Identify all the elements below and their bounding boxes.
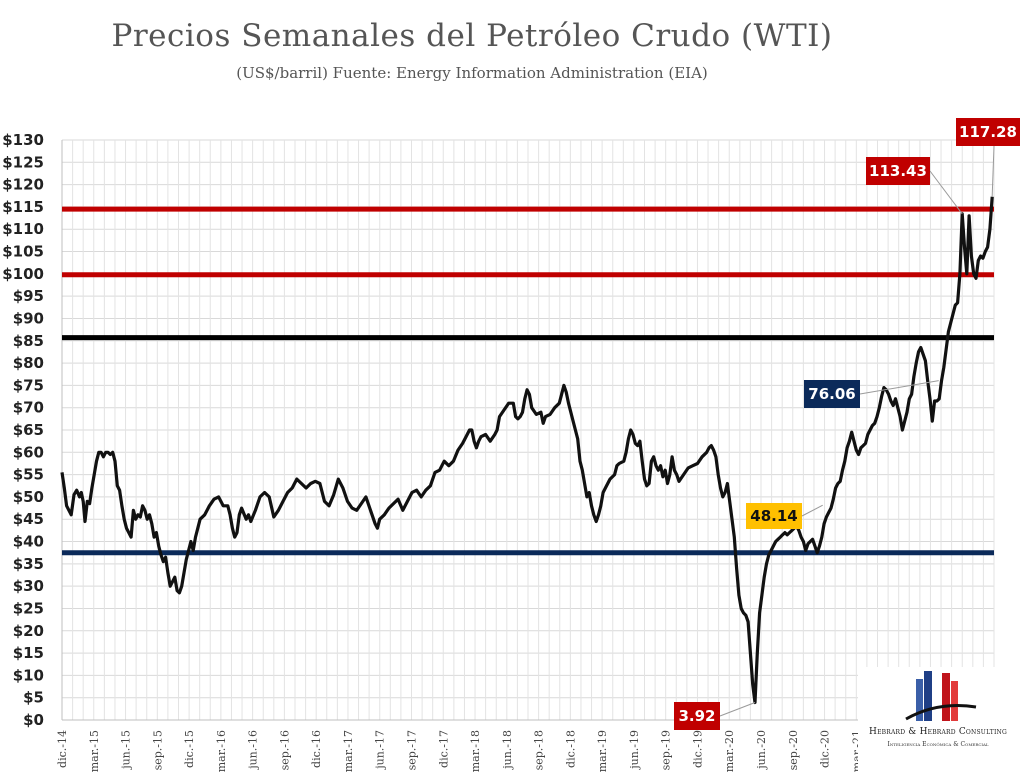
y-tick-label: $130 [2, 131, 44, 149]
chart-subtitle: (US$/barril) Fuente: Energy Information … [236, 64, 708, 82]
callout-label: 117.28 [959, 123, 1017, 141]
x-tick-label: sep.-17 [406, 730, 419, 770]
series [60, 196, 994, 705]
x-tick-label: jun.-17 [374, 730, 387, 771]
y-tick-label: $25 [13, 599, 44, 617]
x-tick-label: jun.-20 [755, 730, 768, 771]
x-tick-label: sep.-19 [660, 730, 673, 770]
callout-label: 3.92 [678, 707, 715, 725]
x-tick-label: dic.-16 [310, 730, 323, 768]
y-tick-label: $125 [2, 153, 44, 171]
callout-box [804, 380, 860, 408]
callout-label: 48.14 [750, 507, 797, 525]
y-tick-label: $75 [13, 376, 44, 394]
callout-box [956, 118, 1020, 146]
callout-box [746, 503, 802, 529]
x-tick-label: sep.-18 [533, 730, 546, 770]
x-tick-label: jun.-18 [501, 730, 514, 771]
y-tick-label: $90 [13, 309, 44, 327]
grid [61, 139, 995, 721]
y-tick-label: $20 [13, 622, 44, 640]
y-tick-label: $10 [13, 666, 44, 684]
y-tick-label: $70 [13, 399, 44, 417]
logo-tagline: Inteligencia Económica & Comercial [887, 741, 989, 748]
y-tick-label: $50 [13, 488, 44, 506]
x-tick-label: sep.-16 [278, 730, 291, 770]
callout-leader [719, 702, 756, 717]
x-tick-label: jun.-19 [628, 730, 641, 771]
x-tick-label: dic.-20 [819, 730, 832, 768]
reference-lines [62, 206, 994, 556]
y-tick-label: $110 [2, 220, 44, 238]
y-tick-label: $45 [13, 510, 44, 528]
callout-box [674, 702, 720, 730]
callout-label: 113.43 [869, 162, 927, 180]
y-tick-label: $85 [13, 332, 44, 350]
x-tick-label: jun.-15 [120, 730, 133, 771]
y-tick-label: $5 [23, 689, 44, 707]
company-logo: Hebrard & Hebrard Consulting Inteligenci… [858, 667, 1018, 777]
y-tick-label: $35 [13, 555, 44, 573]
x-tick-label: dic.-17 [437, 730, 450, 768]
callout-label: 76.06 [808, 385, 855, 403]
y-tick-label: $0 [23, 711, 44, 729]
callout-leader [859, 380, 939, 395]
callout-leader [801, 504, 823, 517]
x-tick-label: mar.-18 [469, 730, 482, 772]
y-tick-label: $115 [2, 198, 44, 216]
y-tick-label: $40 [13, 533, 44, 551]
x-tick-label: jun.-16 [247, 730, 260, 771]
building-towers-icon [905, 671, 977, 721]
callout-leader [991, 145, 995, 197]
y-tick-label: $105 [2, 243, 44, 261]
x-tick-label: mar.-20 [723, 730, 736, 772]
y-tick-label: $80 [13, 354, 44, 372]
x-tick-label: dic.-15 [183, 730, 196, 768]
x-tick-label: dic.-14 [56, 730, 69, 768]
y-tick-label: $95 [13, 287, 44, 305]
callout-leader [929, 170, 963, 215]
logo-name: Hebrard & Hebrard Consulting [869, 727, 1007, 737]
y-tick-label: $55 [13, 466, 44, 484]
x-tick-label: mar.-15 [88, 730, 101, 772]
y-tick-label: $30 [13, 577, 44, 595]
y-tick-label: $15 [13, 644, 44, 662]
y-tick-label: $65 [13, 421, 44, 439]
callouts: 117.28 113.43 76.06 48.14 3.92 [674, 118, 1020, 730]
x-tick-label: dic.-19 [691, 730, 704, 768]
y-tick-label: $60 [13, 443, 44, 461]
x-tick-label: mar.-19 [596, 730, 609, 772]
x-tick-label: sep.-15 [151, 730, 164, 770]
callout-box [866, 157, 930, 185]
x-tick-label: sep.-20 [787, 730, 800, 770]
y-tick-label: $120 [2, 176, 44, 194]
x-tick-label: mar.-16 [215, 730, 228, 772]
y-axis: $0 $5 $10 $15 $20 $25 $30 $35 $40 $45 $50 $55 $60 $65… [2, 131, 44, 729]
y-tick-label: $100 [2, 265, 44, 283]
x-tick-label: dic.-18 [564, 730, 577, 768]
chart-title: Precios Semanales del Petróleo Crudo (WT… [111, 18, 833, 54]
x-tick-label: mar.-17 [342, 730, 355, 772]
price-series-line [60, 196, 994, 705]
x-axis: dic.-14 mar.-15 jun.-15 sep.-15 dic.-15 mar.-… [56, 730, 990, 772]
